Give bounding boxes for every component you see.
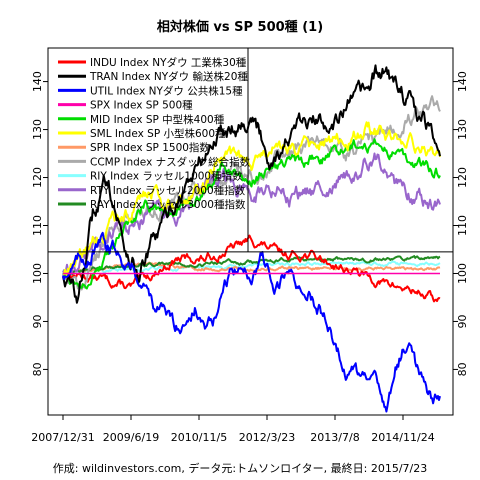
- y-tick-label-right: 80: [456, 362, 469, 376]
- axes: 80 80 90 90 100 100 110 110 120 120 130 130 140 140 20…: [31, 71, 469, 444]
- legend-label: RIY Index ラッセル1000種指数: [90, 170, 243, 183]
- y-tick-label-left: 130: [31, 119, 44, 140]
- x-tick-label: 2014/11/24: [371, 431, 434, 444]
- legend-label: UTIL Index NYダウ 公共株15種: [90, 84, 243, 97]
- y-tick-label-left: 120: [31, 167, 44, 188]
- legend-label: SML Index SP 小型株600種: [90, 127, 226, 140]
- y-tick-label-right: 100: [456, 263, 469, 284]
- y-tick-label-left: 140: [31, 71, 44, 92]
- x-tick-label: 2010/11/5: [171, 431, 227, 444]
- plot-frame: [47, 47, 454, 416]
- x-tick-label: 2007/12/31: [31, 431, 94, 444]
- legend-label: RTY Index ラッセル2000種指数: [90, 184, 246, 197]
- legend-label: SPX Index SP 500種: [90, 99, 193, 112]
- reference-lines: [48, 48, 453, 253]
- legend-label: CCMP Index ナスダック総合指数: [90, 155, 251, 168]
- series-line-riy: [62, 260, 441, 275]
- y-tick-label-left: 100: [31, 263, 44, 284]
- legend-label: MID Index SP 中型株400種: [90, 113, 225, 126]
- series-line-tran: [62, 64, 441, 304]
- y-tick-label-right: 120: [456, 167, 469, 188]
- y-tick-label-right: 90: [456, 314, 469, 328]
- legend-label: INDU Index NYダウ 工業株30種: [90, 56, 247, 69]
- y-tick-label-left: 90: [31, 314, 44, 328]
- x-tick-label: 2012/3/23: [239, 431, 295, 444]
- series-line-rty: [62, 152, 441, 275]
- x-tick-label: 2013/7/8: [310, 431, 359, 444]
- series-line-util: [62, 231, 441, 413]
- y-tick-label-left: 110: [31, 215, 44, 236]
- chart-title: 相対株価 vs SP 500種 (1): [157, 19, 323, 35]
- legend-label: SPR Index SP 1500指数: [90, 141, 210, 154]
- y-tick-label-right: 130: [456, 119, 469, 140]
- series-line-sml: [62, 121, 441, 277]
- x-tick-label: 2009/6/19: [103, 431, 159, 444]
- series-line-mid: [62, 138, 441, 290]
- series-layer: [62, 64, 441, 413]
- source-note: 作成: wildinvestors.com, データ元:トムソンロイター, 最終…: [53, 461, 427, 475]
- series-line-indu: [62, 234, 441, 303]
- legend-label: TRAN Index NYダウ 輸送株20種: [89, 70, 248, 83]
- legend-label: RAY Index ラッセル3000種指数: [90, 198, 246, 211]
- y-tick-label-left: 80: [31, 362, 44, 376]
- y-tick-label-right: 140: [456, 71, 469, 92]
- y-tick-label-right: 110: [456, 215, 469, 236]
